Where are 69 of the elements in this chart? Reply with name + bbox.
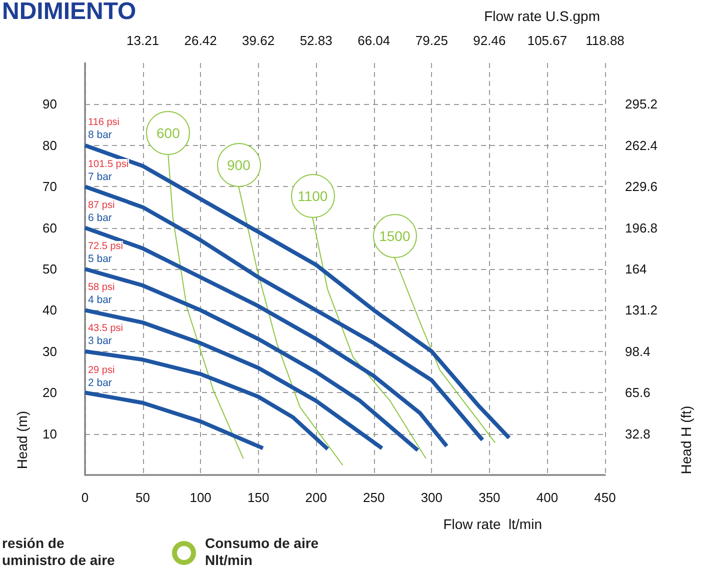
x-tick-label: 0 [81,490,89,505]
series-label: 1100 [290,174,335,218]
y2-tick-label: 295.2 [625,96,658,112]
series-label: 900 [216,142,261,187]
y-axis-title: Head (m) [14,410,30,470]
series-label: 4 bar [88,294,112,306]
annotation: 58 psi [88,282,115,294]
series-label: 7 bar [88,170,112,183]
annotation: 43.5 psi [88,323,124,334]
x-tick-label: 400 [536,490,558,505]
annotation: 101.5 psi [88,158,129,170]
chart-title: NDIMIENTO [2,0,136,26]
text: resión de uministro de aire [2,535,115,569]
x-tick-label: 100 [190,490,212,505]
series-label: 6 bar [88,212,112,224]
x-tick-label: 250 [363,490,385,505]
y2-tick-label: 65.6 [625,385,650,400]
x2-tick-label: 66.04 [358,33,390,48]
x2-tick-label: 39.62 [242,33,275,48]
y2-tick-label: 131.2 [625,302,658,318]
y-tick-label: 60 [42,220,57,236]
x2-tick-label: 13.21 [126,33,160,48]
text: Consumo de aire Nlt/min [205,535,319,569]
x2-tick-label: 52.83 [300,33,332,48]
x-tick-label: 450 [594,490,616,505]
x2-axis-title: Flow rate U.S.gpm [484,8,600,24]
line-series [83,267,420,452]
y-tick-label: 70 [42,179,57,194]
x2-tick-label: 92.46 [473,33,506,48]
series-label: 8 bar [88,129,112,142]
y2-tick-label: 164 [625,262,647,276]
series-label: 5 bar [88,253,112,265]
x-tick-label: 300 [420,490,443,505]
x-tick-label: 150 [247,490,270,505]
series-label: 1500 [372,214,417,258]
y2-axis-title: Head H (ft) [678,406,694,474]
y2-tick-label: 229.6 [625,179,658,194]
annotation: 87 psi [88,200,115,211]
x2-tick-label: 26.42 [184,33,217,48]
y-tick-label: 40 [42,302,57,318]
y-tick-label: 50 [42,262,57,276]
line-series [83,390,265,450]
x-axis-title: Flow rate lt/min [443,516,542,532]
series-label: 3 bar [88,335,112,348]
y-tick-label: 90 [42,96,57,112]
line-series [83,308,384,450]
y-tick-label: 80 [42,138,57,153]
x2-tick-label: 105.67 [527,33,568,48]
y-tick-label: 10 [42,426,57,442]
y2-tick-label: 196.8 [625,220,658,236]
series-label: 2 bar [88,376,112,389]
y-tick-label: 30 [42,344,57,359]
line-series [83,184,485,442]
annotation: 29 psi [88,364,115,376]
line-series [83,349,330,452]
y2-tick-label: 32.8 [625,426,650,442]
y-tick-label: 20 [42,385,57,400]
x2-tick-label: 79.25 [415,33,448,48]
line-series [83,226,449,448]
annotation: 116 psi [88,117,120,128]
y2-tick-label: 262.4 [625,138,658,153]
x2-tick-label: 118.88 [586,33,624,48]
x-tick-label: 50 [136,490,150,505]
annotation: 72.5 psi [88,241,124,252]
series-label: 600 [146,110,190,155]
line-series [83,143,512,440]
x-tick-label: 350 [478,490,500,505]
x-tick-label: 200 [305,490,327,505]
y2-tick-label: 98.4 [625,344,650,359]
